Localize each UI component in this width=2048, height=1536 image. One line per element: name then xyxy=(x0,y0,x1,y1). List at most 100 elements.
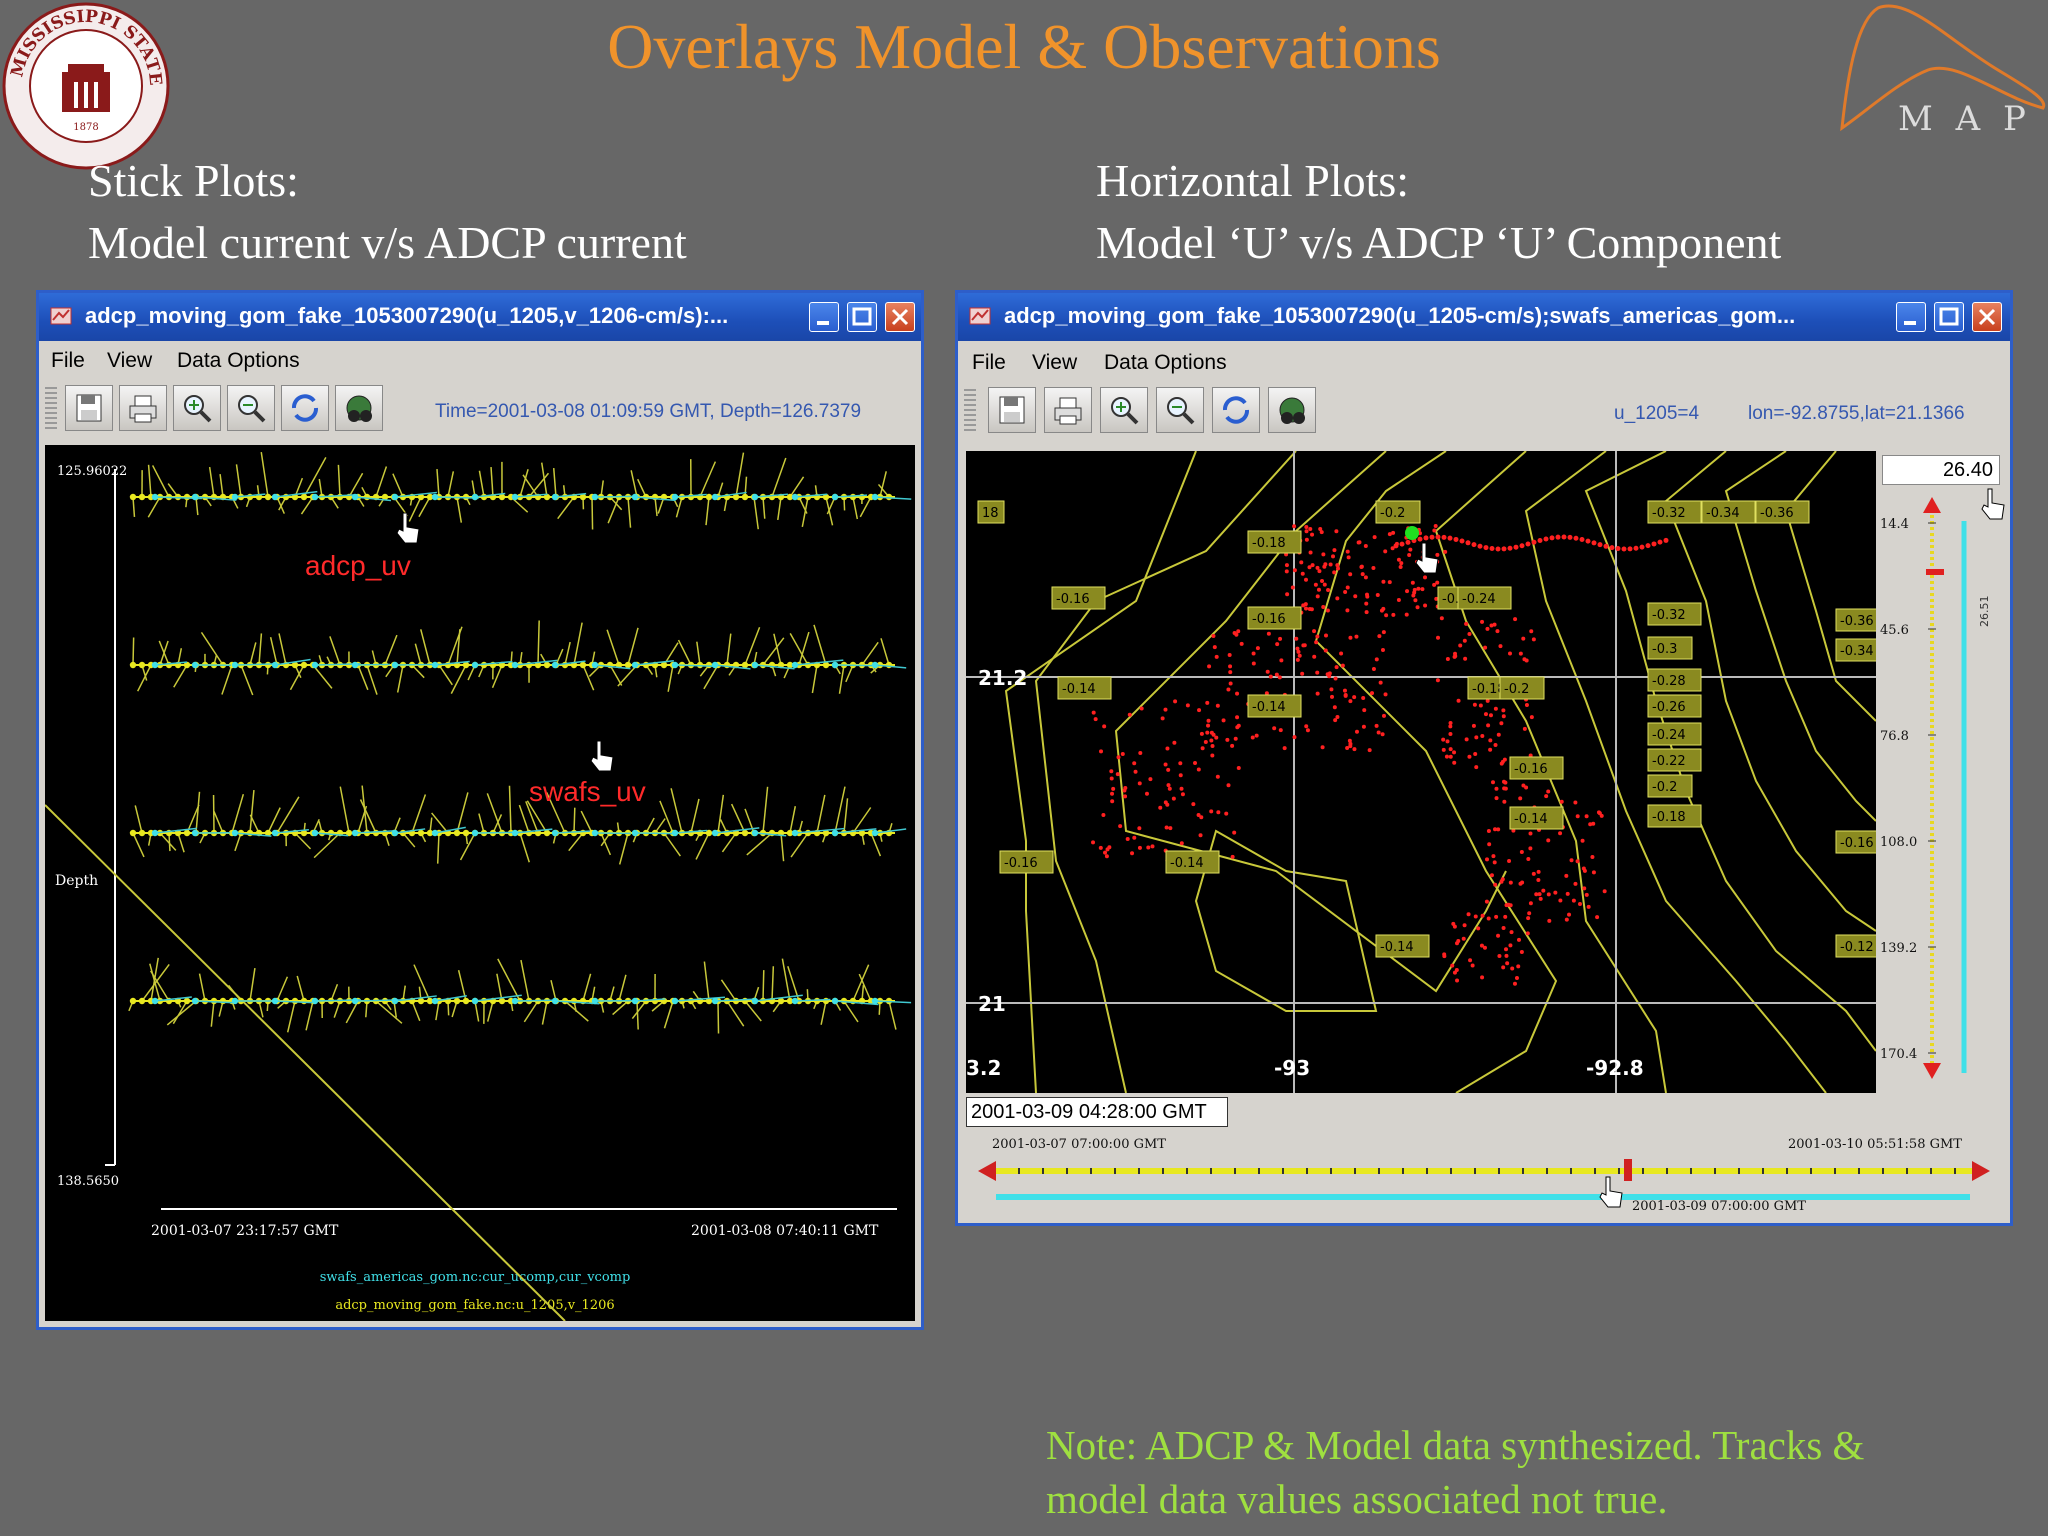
print-button[interactable] xyxy=(1044,387,1092,433)
stick-plot-titlebar[interactable]: adcp_moving_gom_fake_1053007290(u_1205,v… xyxy=(39,293,921,341)
save-button[interactable] xyxy=(65,385,113,431)
track-point xyxy=(1308,527,1313,532)
track-point xyxy=(1308,550,1313,555)
stick-vector xyxy=(801,496,809,528)
model-vector xyxy=(274,1000,313,1004)
model-vector xyxy=(274,658,311,666)
close-button[interactable] xyxy=(885,302,915,332)
depth-scale-panel[interactable]: 26.40 14.4 45.6 76.8 108.0 139.2 170.4 26.51 xyxy=(1876,451,2006,1093)
time-left-arrow-icon[interactable] xyxy=(978,1161,996,1181)
track-point xyxy=(1380,732,1385,737)
track-point xyxy=(1323,648,1328,653)
track-point xyxy=(1196,767,1201,772)
track-point xyxy=(1522,726,1527,731)
adcp-point xyxy=(210,997,218,1005)
stick-plot-window[interactable]: adcp_moving_gom_fake_1053007290(u_1205,v… xyxy=(36,290,924,1330)
depth-marker[interactable] xyxy=(1926,569,1944,575)
track-point xyxy=(1417,531,1422,536)
globe-tool-button[interactable] xyxy=(335,385,383,431)
menu-file[interactable]: File xyxy=(51,349,85,372)
track-point xyxy=(1484,857,1489,862)
track-point xyxy=(1167,786,1172,791)
adcp-point xyxy=(282,829,290,837)
toolbar-grip[interactable] xyxy=(45,387,57,429)
zoom-out-button[interactable] xyxy=(1156,387,1204,433)
zoom-out-button[interactable] xyxy=(227,385,275,431)
track-point xyxy=(1582,868,1587,873)
time-slider-panel[interactable]: 2001-03-09 04:28:00 GMT 2001-03-07 07:00… xyxy=(966,1093,2006,1223)
close-button[interactable] xyxy=(1972,302,2002,332)
adcp-point xyxy=(183,997,191,1005)
stick-vector xyxy=(705,496,710,526)
model-vector xyxy=(834,1000,879,1006)
track-point xyxy=(1328,562,1333,567)
track-point xyxy=(1132,835,1137,840)
stick-vector xyxy=(294,832,312,850)
track-point xyxy=(1432,528,1437,533)
adcp-point xyxy=(822,829,830,837)
toolbar-grip[interactable] xyxy=(964,389,976,431)
track-point xyxy=(1470,963,1475,968)
stick-plot-area[interactable]: 125.96022 138.5650 Depth 2001-03-07 23:1… xyxy=(45,445,915,1321)
stick-vector xyxy=(663,832,681,857)
track-point xyxy=(1210,753,1215,758)
stick-vector xyxy=(522,474,539,498)
maximize-button[interactable] xyxy=(1934,302,1964,332)
stick-vector xyxy=(726,633,732,666)
svg-text:-0.14: -0.14 xyxy=(1380,940,1414,955)
zoom-in-button[interactable] xyxy=(1100,387,1148,433)
menu-file[interactable]: File xyxy=(972,351,1006,374)
horizontal-plot-titlebar[interactable]: adcp_moving_gom_fake_1053007290(u_1205-c… xyxy=(958,293,2010,341)
print-button[interactable] xyxy=(119,385,167,431)
track-point xyxy=(1579,537,1585,543)
adcp-point xyxy=(300,661,308,669)
menu-view[interactable]: View xyxy=(107,349,153,372)
contour-label: -0.14 xyxy=(1509,806,1564,830)
stick-vector xyxy=(490,467,494,498)
track-point xyxy=(1221,718,1226,723)
maximize-button[interactable] xyxy=(847,302,877,332)
track-point xyxy=(1361,696,1366,701)
refresh-button[interactable] xyxy=(1212,387,1260,433)
model-vector xyxy=(794,493,828,498)
track-point xyxy=(1528,901,1533,906)
track-point xyxy=(1595,915,1600,920)
track-point xyxy=(1110,799,1115,804)
contour-map[interactable]: -0.2-0.18-0.16-0.16-0.14-0.14-0.22-0.24-… xyxy=(966,451,1876,1093)
track-point xyxy=(1474,735,1479,740)
save-button[interactable] xyxy=(988,387,1036,433)
stick-vector xyxy=(773,633,782,666)
stick-vector xyxy=(607,496,620,524)
track-point xyxy=(1458,643,1463,648)
refresh-button[interactable] xyxy=(281,385,329,431)
model-vector xyxy=(434,496,479,499)
stick-vector xyxy=(523,1000,539,1023)
horizontal-plot-window[interactable]: adcp_moving_gom_fake_1053007290(u_1205-c… xyxy=(955,290,2013,1226)
contour-label: -0.14 xyxy=(1057,676,1112,700)
current-time-field[interactable]: 2001-03-09 04:28:00 GMT xyxy=(966,1097,1228,1127)
track-point xyxy=(1559,799,1564,804)
minimize-button[interactable] xyxy=(1896,302,1926,332)
time-slider-thumb[interactable] xyxy=(1624,1159,1632,1181)
scale-down-arrow-icon[interactable] xyxy=(1923,1063,1941,1079)
track-point xyxy=(1364,610,1369,615)
menu-data-options[interactable]: Data Options xyxy=(177,349,300,372)
track-point xyxy=(1227,653,1232,658)
menu-view[interactable]: View xyxy=(1032,351,1078,374)
time-right-arrow-icon[interactable] xyxy=(1972,1161,1990,1181)
contour-label: -0.2 xyxy=(1375,500,1421,524)
depth-value-field[interactable]: 26.40 xyxy=(1882,455,2000,485)
track-point xyxy=(1567,534,1573,540)
track-point xyxy=(1196,812,1201,817)
globe-tool-button[interactable] xyxy=(1268,387,1316,433)
zoom-in-button[interactable] xyxy=(173,385,221,431)
menu-data-options[interactable]: Data Options xyxy=(1104,351,1227,374)
minimize-button[interactable] xyxy=(809,302,839,332)
model-point xyxy=(711,661,719,669)
model-point xyxy=(191,829,199,837)
scale-up-arrow-icon[interactable] xyxy=(1923,497,1941,513)
track-point xyxy=(1372,535,1377,540)
stick-vector xyxy=(520,959,530,1002)
save-icon xyxy=(76,394,102,422)
track-point xyxy=(1333,676,1338,681)
